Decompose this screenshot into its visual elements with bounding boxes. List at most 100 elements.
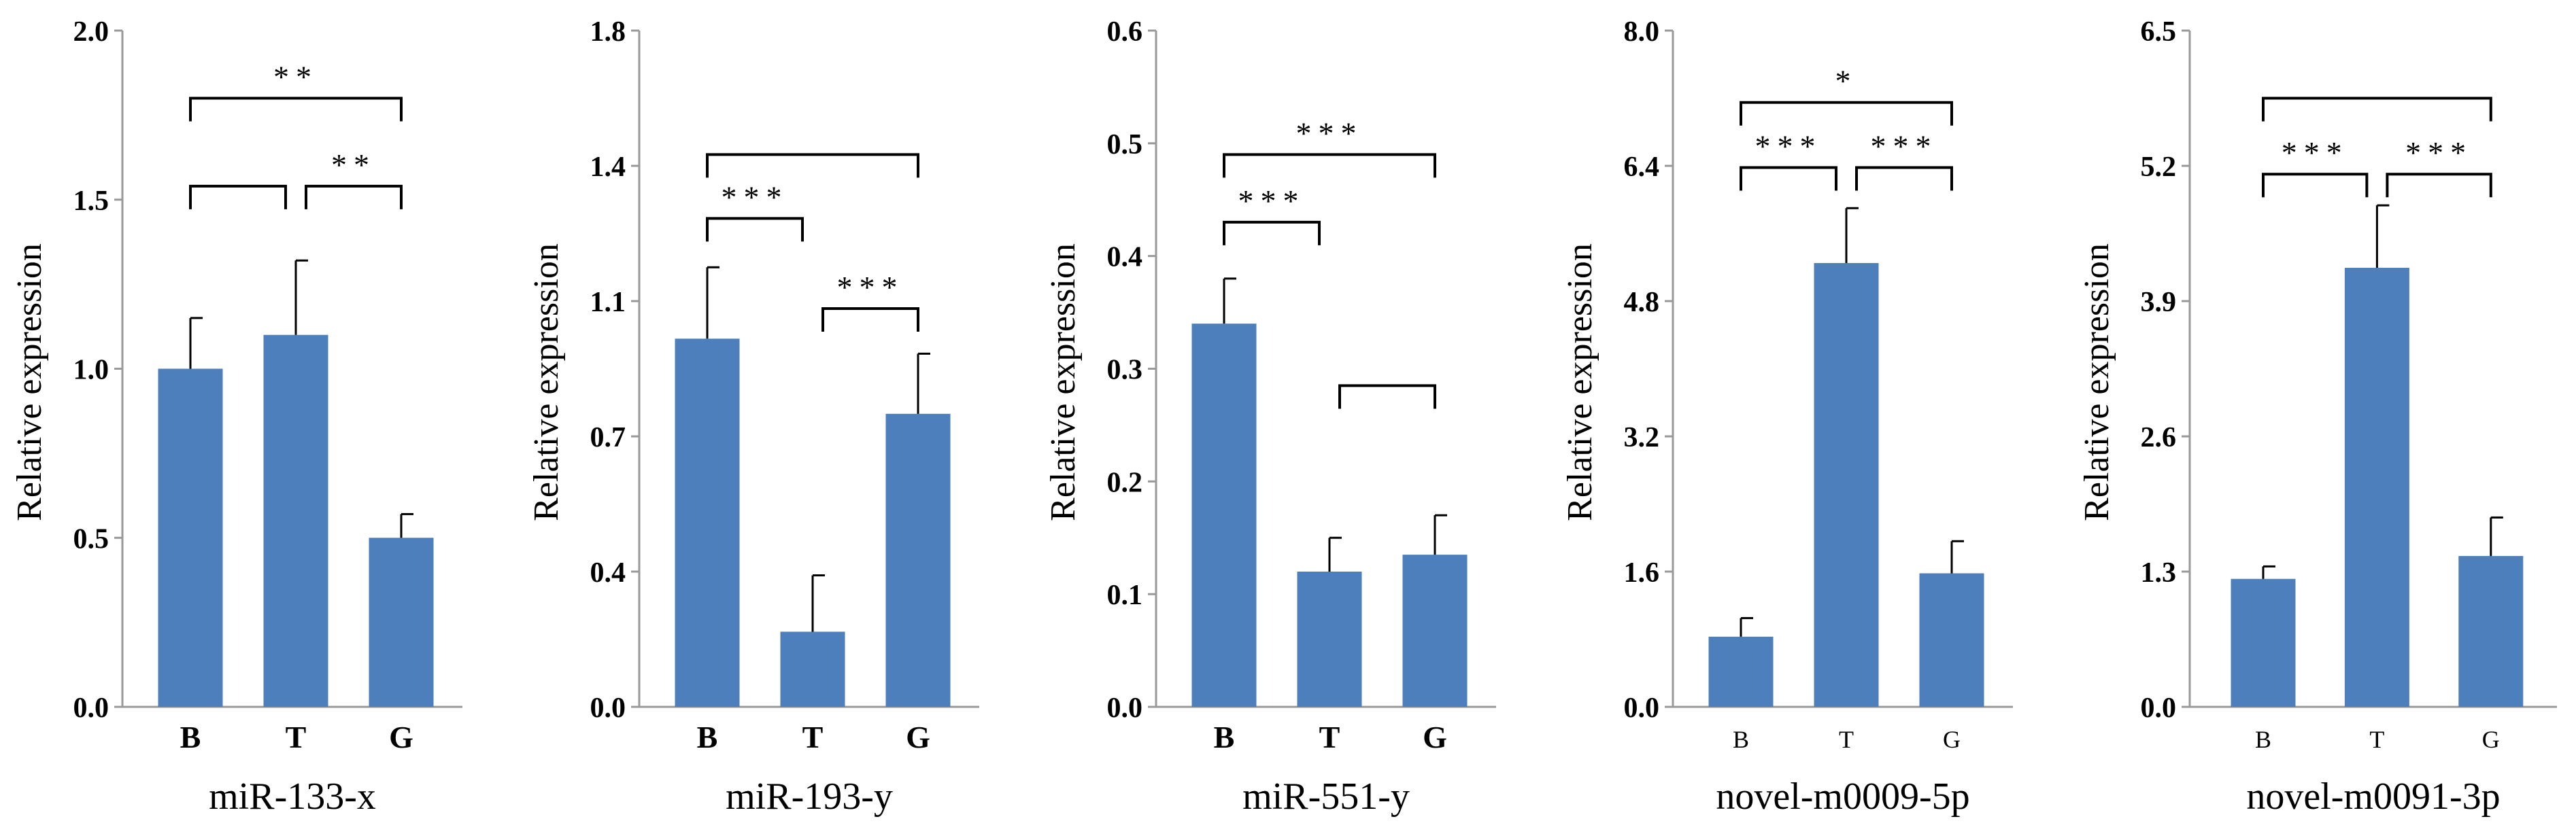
y-tick-label: 2.0 [73, 16, 109, 48]
panel-2: 0.0 0.4 0.7 1.1 1.4 1.8 Relative expression B T G… [527, 16, 979, 818]
category-label: B [180, 720, 201, 754]
significance-bracket [1740, 166, 1837, 191]
category-label: T [286, 720, 307, 754]
bar-T [780, 631, 845, 707]
panel-title: miR-193-y [726, 776, 893, 818]
y-axis-title: Relative expression [1561, 243, 1599, 521]
bar-T [263, 334, 328, 707]
panel-3: 0.0 0.1 0.2 0.3 0.4 0.5 0.6 Relative expression… [1044, 16, 1496, 818]
bar-B [675, 338, 740, 707]
y-tick-label: 1.5 [73, 186, 109, 217]
y-tick-label: 0.0 [73, 693, 109, 724]
bar-T [1297, 572, 1362, 707]
bar-B [1191, 324, 1257, 708]
significance-label: ** [331, 147, 376, 182]
y-tick-label: 0.2 [1107, 467, 1143, 498]
bar-T [1814, 263, 1879, 707]
y-axis-title: Relative expression [10, 243, 49, 521]
significance-bracket [706, 153, 919, 178]
y-tick-label: 0.4 [590, 557, 626, 589]
y-tick-label: 0.6 [1107, 16, 1143, 48]
panel-4: 0.0 1.6 3.2 4.8 6.4 8.0 Relative expression B T G… [1561, 16, 2013, 818]
y-tick-label: 1.4 [590, 152, 626, 183]
y-tick-label: 0.5 [73, 523, 109, 555]
y-tick-label: 1.1 [590, 287, 626, 318]
panel-title: miR-133-x [209, 776, 376, 818]
category-label: B [1733, 726, 1749, 753]
y-axis-title: Relative expression [1044, 243, 1083, 521]
significance-bracket [305, 184, 403, 209]
y-tick-label: 6.5 [2141, 16, 2177, 48]
category-label: G [389, 720, 413, 754]
significance-bracket [821, 307, 919, 332]
significance-bracket [1855, 166, 1953, 191]
y-tick-label: 0.4 [1107, 242, 1143, 273]
y-tick-label: 4.8 [1624, 287, 1660, 318]
significance-bracket [1223, 153, 1436, 178]
significance-label: *** [1755, 128, 1823, 163]
category-label: T [1839, 726, 1854, 753]
significance-bracket [189, 184, 287, 209]
category-label: T [2369, 726, 2384, 753]
category-label: T [1319, 720, 1340, 754]
y-tick-label: 0.7 [590, 422, 626, 453]
y-tick-label: 1.3 [2141, 557, 2177, 589]
y-tick-label: 3.2 [1624, 422, 1660, 453]
significance-bracket [2386, 173, 2492, 198]
significance-bracket [706, 217, 804, 242]
y-tick-label: 1.0 [73, 355, 109, 386]
significance-bracket [189, 97, 403, 122]
bar-G [885, 413, 951, 707]
y-tick-label: 0.0 [1624, 693, 1660, 724]
significance-label: * [1835, 64, 1858, 99]
category-label: B [2255, 726, 2271, 753]
bar-T [2344, 268, 2409, 707]
y-tick-label: 5.2 [2141, 152, 2177, 183]
panel-title: novel-m0091-3p [2246, 776, 2500, 818]
significance-bracket [1223, 220, 1321, 245]
significance-label: *** [1871, 128, 1938, 163]
category-label: T [802, 720, 824, 754]
y-tick-label: 2.6 [2141, 422, 2177, 453]
y-tick-label: 8.0 [1624, 16, 1660, 48]
significance-label: *** [2282, 135, 2349, 170]
significance-label: *** [2405, 135, 2473, 170]
significance-label: *** [1296, 116, 1363, 150]
significance-label: *** [837, 270, 904, 304]
y-tick-label: 1.8 [590, 16, 626, 48]
y-axis-title: Relative expression [2078, 243, 2116, 521]
significance-label: *** [722, 179, 789, 214]
panel-5: 0.0 1.3 2.6 3.9 5.2 6.5 Relative expression B T G… [2078, 16, 2557, 818]
y-tick-label: 0.0 [2141, 693, 2177, 724]
category-label: G [1943, 726, 1961, 753]
significance-label: ** [273, 60, 318, 94]
y-tick-label: 3.9 [2141, 287, 2177, 318]
y-tick-label: 6.4 [1624, 152, 1660, 183]
category-label: G [906, 720, 930, 754]
bar-B [2231, 578, 2296, 707]
category-label: B [697, 720, 718, 754]
category-label: G [2482, 726, 2500, 753]
bar-G [369, 538, 434, 707]
y-tick-label: 0.1 [1107, 580, 1143, 611]
category-label: B [1214, 720, 1235, 754]
panel-1: 0.0 0.5 1.0 1.5 2.0 Relative expression B T G ** *… [10, 16, 462, 818]
panel-title: novel-m0009-5p [1716, 776, 1969, 818]
y-tick-label: 1.6 [1624, 557, 1660, 589]
y-axis-title: Relative expression [527, 243, 566, 521]
significance-bracket [2262, 173, 2369, 198]
bar-B [158, 368, 223, 707]
bar-B [1708, 636, 1774, 707]
significance-bracket [1338, 384, 1436, 409]
bar-G [2458, 556, 2524, 707]
bar-G [1402, 555, 1468, 707]
category-label: G [1423, 720, 1447, 754]
y-tick-label: 0.0 [590, 693, 626, 724]
y-tick-label: 0.5 [1107, 129, 1143, 160]
y-tick-label: 0.3 [1107, 355, 1143, 386]
y-tick-label: 0.0 [1107, 693, 1143, 724]
significance-bracket [2262, 97, 2492, 122]
significance-bracket [1740, 101, 1953, 126]
significance-label: *** [1238, 184, 1306, 218]
